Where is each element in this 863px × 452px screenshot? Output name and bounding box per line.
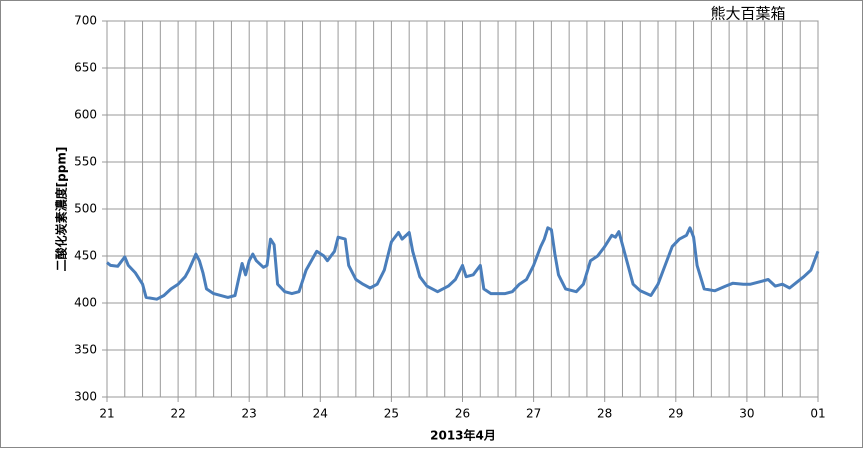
- y-tick-label: 600: [74, 108, 97, 122]
- chart-title: 熊大百葉箱: [710, 5, 785, 23]
- y-tick-label: 550: [74, 155, 97, 169]
- x-tick-label: 24: [313, 407, 328, 421]
- y-tick-label: 450: [74, 249, 97, 263]
- x-tick-label: 22: [170, 407, 185, 421]
- y-tick-label: 650: [74, 61, 97, 75]
- x-tick-label: 23: [242, 407, 257, 421]
- x-axis-label: 2013年4月: [430, 428, 496, 443]
- y-tick-label: 350: [74, 343, 97, 357]
- x-tick-label: 28: [597, 407, 612, 421]
- y-tick-label: 400: [74, 296, 97, 310]
- y-tick-label: 300: [74, 390, 97, 404]
- x-tick-label: 25: [384, 407, 399, 421]
- x-tick-label: 01: [810, 407, 825, 421]
- x-tick-label: 27: [526, 407, 541, 421]
- y-tick-label: 700: [74, 14, 97, 28]
- x-tick-label: 26: [455, 407, 470, 421]
- y-axis-label: 二酸化炭素濃度[ppm]: [54, 147, 69, 272]
- data-line: [106, 226, 820, 301]
- x-tick-label: 21: [99, 407, 114, 421]
- x-tick-label: 30: [739, 407, 754, 421]
- x-tick-label: 29: [668, 407, 683, 421]
- y-tick-label: 500: [74, 202, 97, 216]
